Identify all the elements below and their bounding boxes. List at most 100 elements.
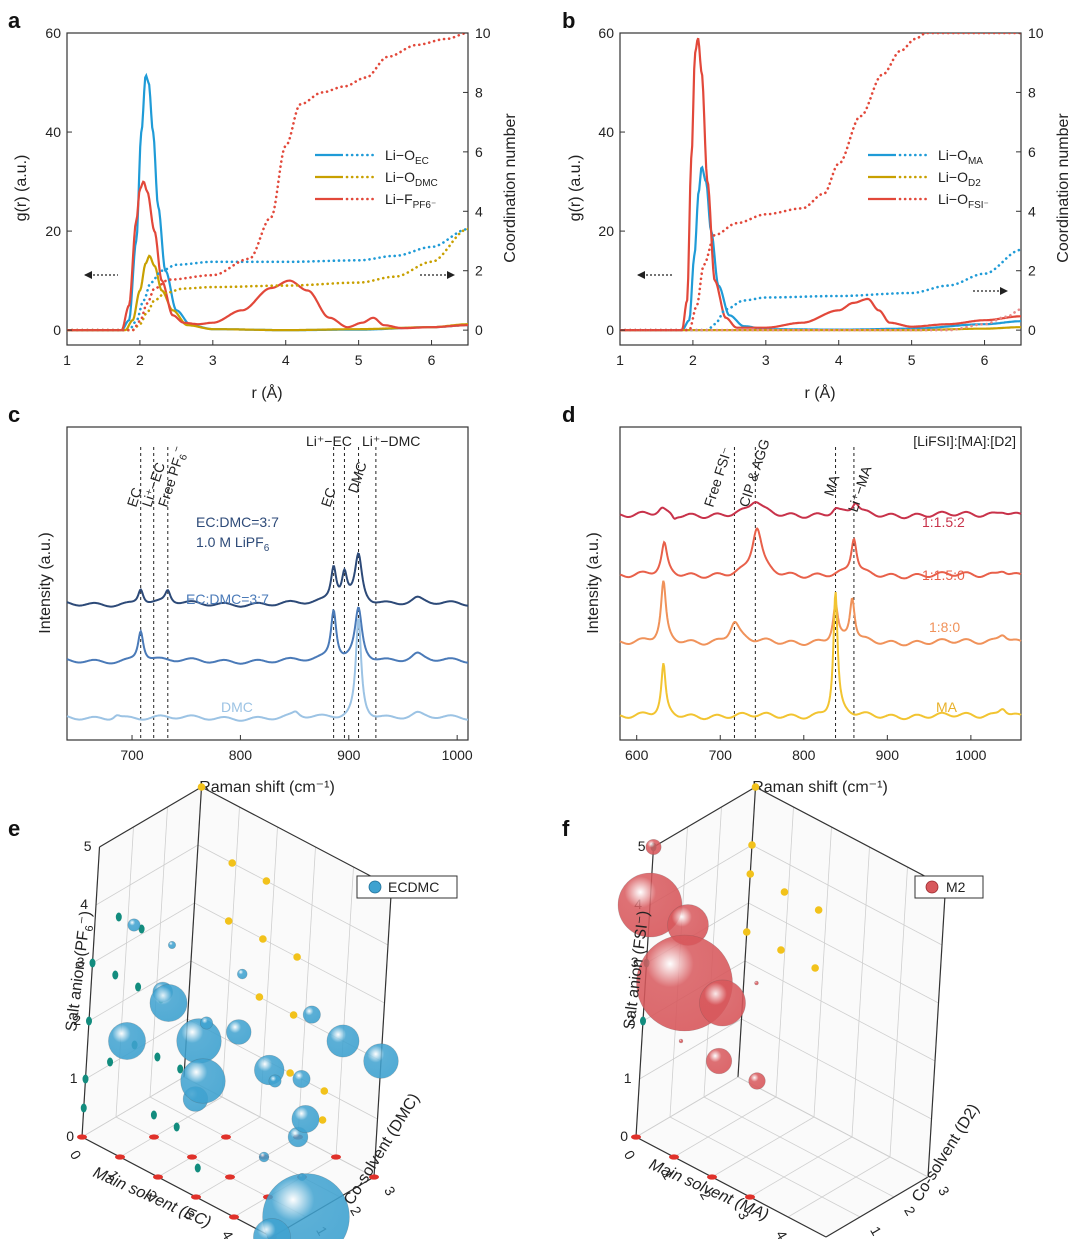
legend-f: M2: [914, 875, 984, 899]
bubbles-f: [617, 839, 766, 1090]
bubble-f-7: [748, 1072, 766, 1090]
series-label-d1: 1:1.5:2: [922, 514, 965, 530]
panel-label-e: e: [8, 816, 20, 841]
grid-sy-e-2: [149, 806, 168, 1098]
plot-area-b: [620, 33, 1021, 332]
y-tick-label-b-3: 60: [598, 25, 614, 41]
z-tick-label-f-3: 3: [631, 954, 639, 970]
grid-bx-f-1: [775, 806, 794, 1098]
x-axis-label-a: r (Å): [251, 383, 282, 402]
floor-projection-f-2: [707, 1174, 717, 1180]
x-tick-label-f-4: 4: [773, 1228, 791, 1239]
spectrum-d-1: [619, 527, 1022, 580]
plot-frame-b: [619, 32, 1022, 346]
annotation-dmc-c: DMC: [345, 460, 370, 495]
spectrum-d-3: [619, 591, 1022, 721]
grid-bx-e-4: [335, 866, 354, 1158]
back-projection-f-3: [780, 888, 789, 896]
y-tick-label-a-3: 60: [45, 25, 61, 41]
x-tick-label-e-4: 4: [219, 1228, 237, 1239]
x-tick-label-a-5: 6: [428, 352, 436, 368]
x-axis-label-b: r (Å): [804, 383, 835, 402]
bubble-e-6: [302, 1005, 321, 1024]
chart-title-d: [LiFSI]:[MA]:[D2]: [913, 433, 1016, 449]
z-tick-label-f-2: 2: [627, 1012, 635, 1028]
annotation-free-fsi-d: Free FSI⁻: [701, 445, 735, 509]
y-tick-label-a-2: 40: [45, 124, 61, 140]
grid-fy-f-2: [703, 1096, 895, 1198]
x-tick-label-d-0: 600: [625, 747, 649, 763]
x-tick-label-c-0: 700: [120, 747, 144, 763]
grid-fx-e-3: [195, 1136, 299, 1198]
grid-fy-f-1: [669, 1116, 861, 1218]
side-projection-e-10: [154, 1052, 161, 1062]
series-line-b-4: [620, 308, 1021, 332]
projections-f: [631, 783, 823, 1200]
y2-tick-label-a-5: 10: [475, 25, 491, 41]
back-projection-f-7: [811, 964, 819, 972]
x-axis-e: [81, 1136, 273, 1238]
y-tick-label-a-1: 20: [45, 223, 61, 239]
annotation-li-dmc-c: Li⁺−DMC: [362, 433, 420, 449]
bubble-e-22: [253, 1218, 291, 1239]
side-projection-e-3: [107, 1057, 114, 1067]
z-tick-label-e-3: 3: [77, 954, 85, 970]
back-projection-e-3: [224, 917, 233, 925]
panel-c: c 700 800 900 1000 Raman shift (cm⁻¹) Inten…: [8, 402, 473, 796]
back-projection-f-6: [777, 946, 785, 954]
frame-3d-e: 0123450123012345: [66, 786, 399, 1239]
side-projection-e-4: [112, 970, 119, 980]
y-tick-label-f-1: 1: [867, 1224, 885, 1239]
y2-tick-label-a-0: 0: [475, 322, 483, 338]
series-label-d4: MA: [936, 699, 958, 715]
grid-bx-f-3: [851, 846, 870, 1138]
floor-projection-e-1: [115, 1154, 125, 1160]
side-projection-e-9: [150, 1110, 157, 1120]
x-tick-label-a-2: 3: [209, 352, 217, 368]
series-label-d3: 1:8:0: [929, 619, 960, 635]
arrow-left-a: [84, 271, 118, 279]
floor-projection-e-3: [191, 1194, 201, 1200]
x-axis-label-c: Raman shift (cm⁻¹): [199, 779, 335, 796]
legend-marker-e: [368, 880, 382, 894]
x-tick-label-a-1: 2: [136, 352, 144, 368]
side-projection-e-13: [177, 1064, 184, 1074]
y2-tick-label-b-3: 6: [1028, 144, 1036, 160]
panel-d: d 600 700 800 900 1000 Raman shift (cm⁻¹) In…: [562, 402, 1022, 796]
grid-sz-f-0: [635, 1076, 739, 1138]
grid-bx-f-2: [813, 826, 832, 1118]
x-tick-label-c-1: 800: [229, 747, 253, 763]
floor-projection-e-4: [229, 1214, 239, 1220]
grid-fx-f-2: [711, 1116, 815, 1178]
panel-label-a: a: [8, 8, 21, 33]
series-line-a-4: [67, 227, 468, 332]
y2-tick-label-b-1: 2: [1028, 263, 1036, 279]
annotation-cip-agg-d: CIP & AGG: [736, 437, 773, 509]
bubble-f-2: [617, 872, 683, 938]
bubble-e-1: [292, 1070, 311, 1088]
floor-projection-e-7: [187, 1154, 197, 1160]
series-label-c2: EC:DMC=3:7: [186, 591, 269, 607]
panel-label-f: f: [562, 816, 570, 841]
y2-tick-label-a-4: 8: [475, 84, 483, 100]
arrow-left-b: [637, 271, 672, 279]
series-line-b-5: [620, 33, 1021, 332]
annotation-li-ec2-c: Li⁺−EC: [306, 433, 352, 449]
bubble-e-20: [180, 1058, 226, 1104]
bubble-e-3: [363, 1043, 399, 1079]
side-projection-e-1: [86, 1016, 92, 1026]
side-projection-e-2: [89, 958, 96, 968]
floor-projection-f-0: [631, 1134, 641, 1140]
x-axis-f: [635, 1136, 827, 1238]
legend-label-b-2: Li−OFSI⁻: [938, 191, 989, 211]
grid-bx-f-4: [889, 866, 908, 1158]
floor-projection-e-6: [149, 1134, 159, 1140]
back-projection-f-0: [751, 783, 760, 791]
legend-label-a-2: Li−FPF6⁻: [385, 191, 436, 211]
y-axis-label-c: Intensity (a.u.): [37, 532, 54, 633]
back-projection-e-4: [259, 935, 267, 943]
plot-area-a: [67, 33, 468, 332]
side-projection-e-0: [82, 1074, 89, 1084]
